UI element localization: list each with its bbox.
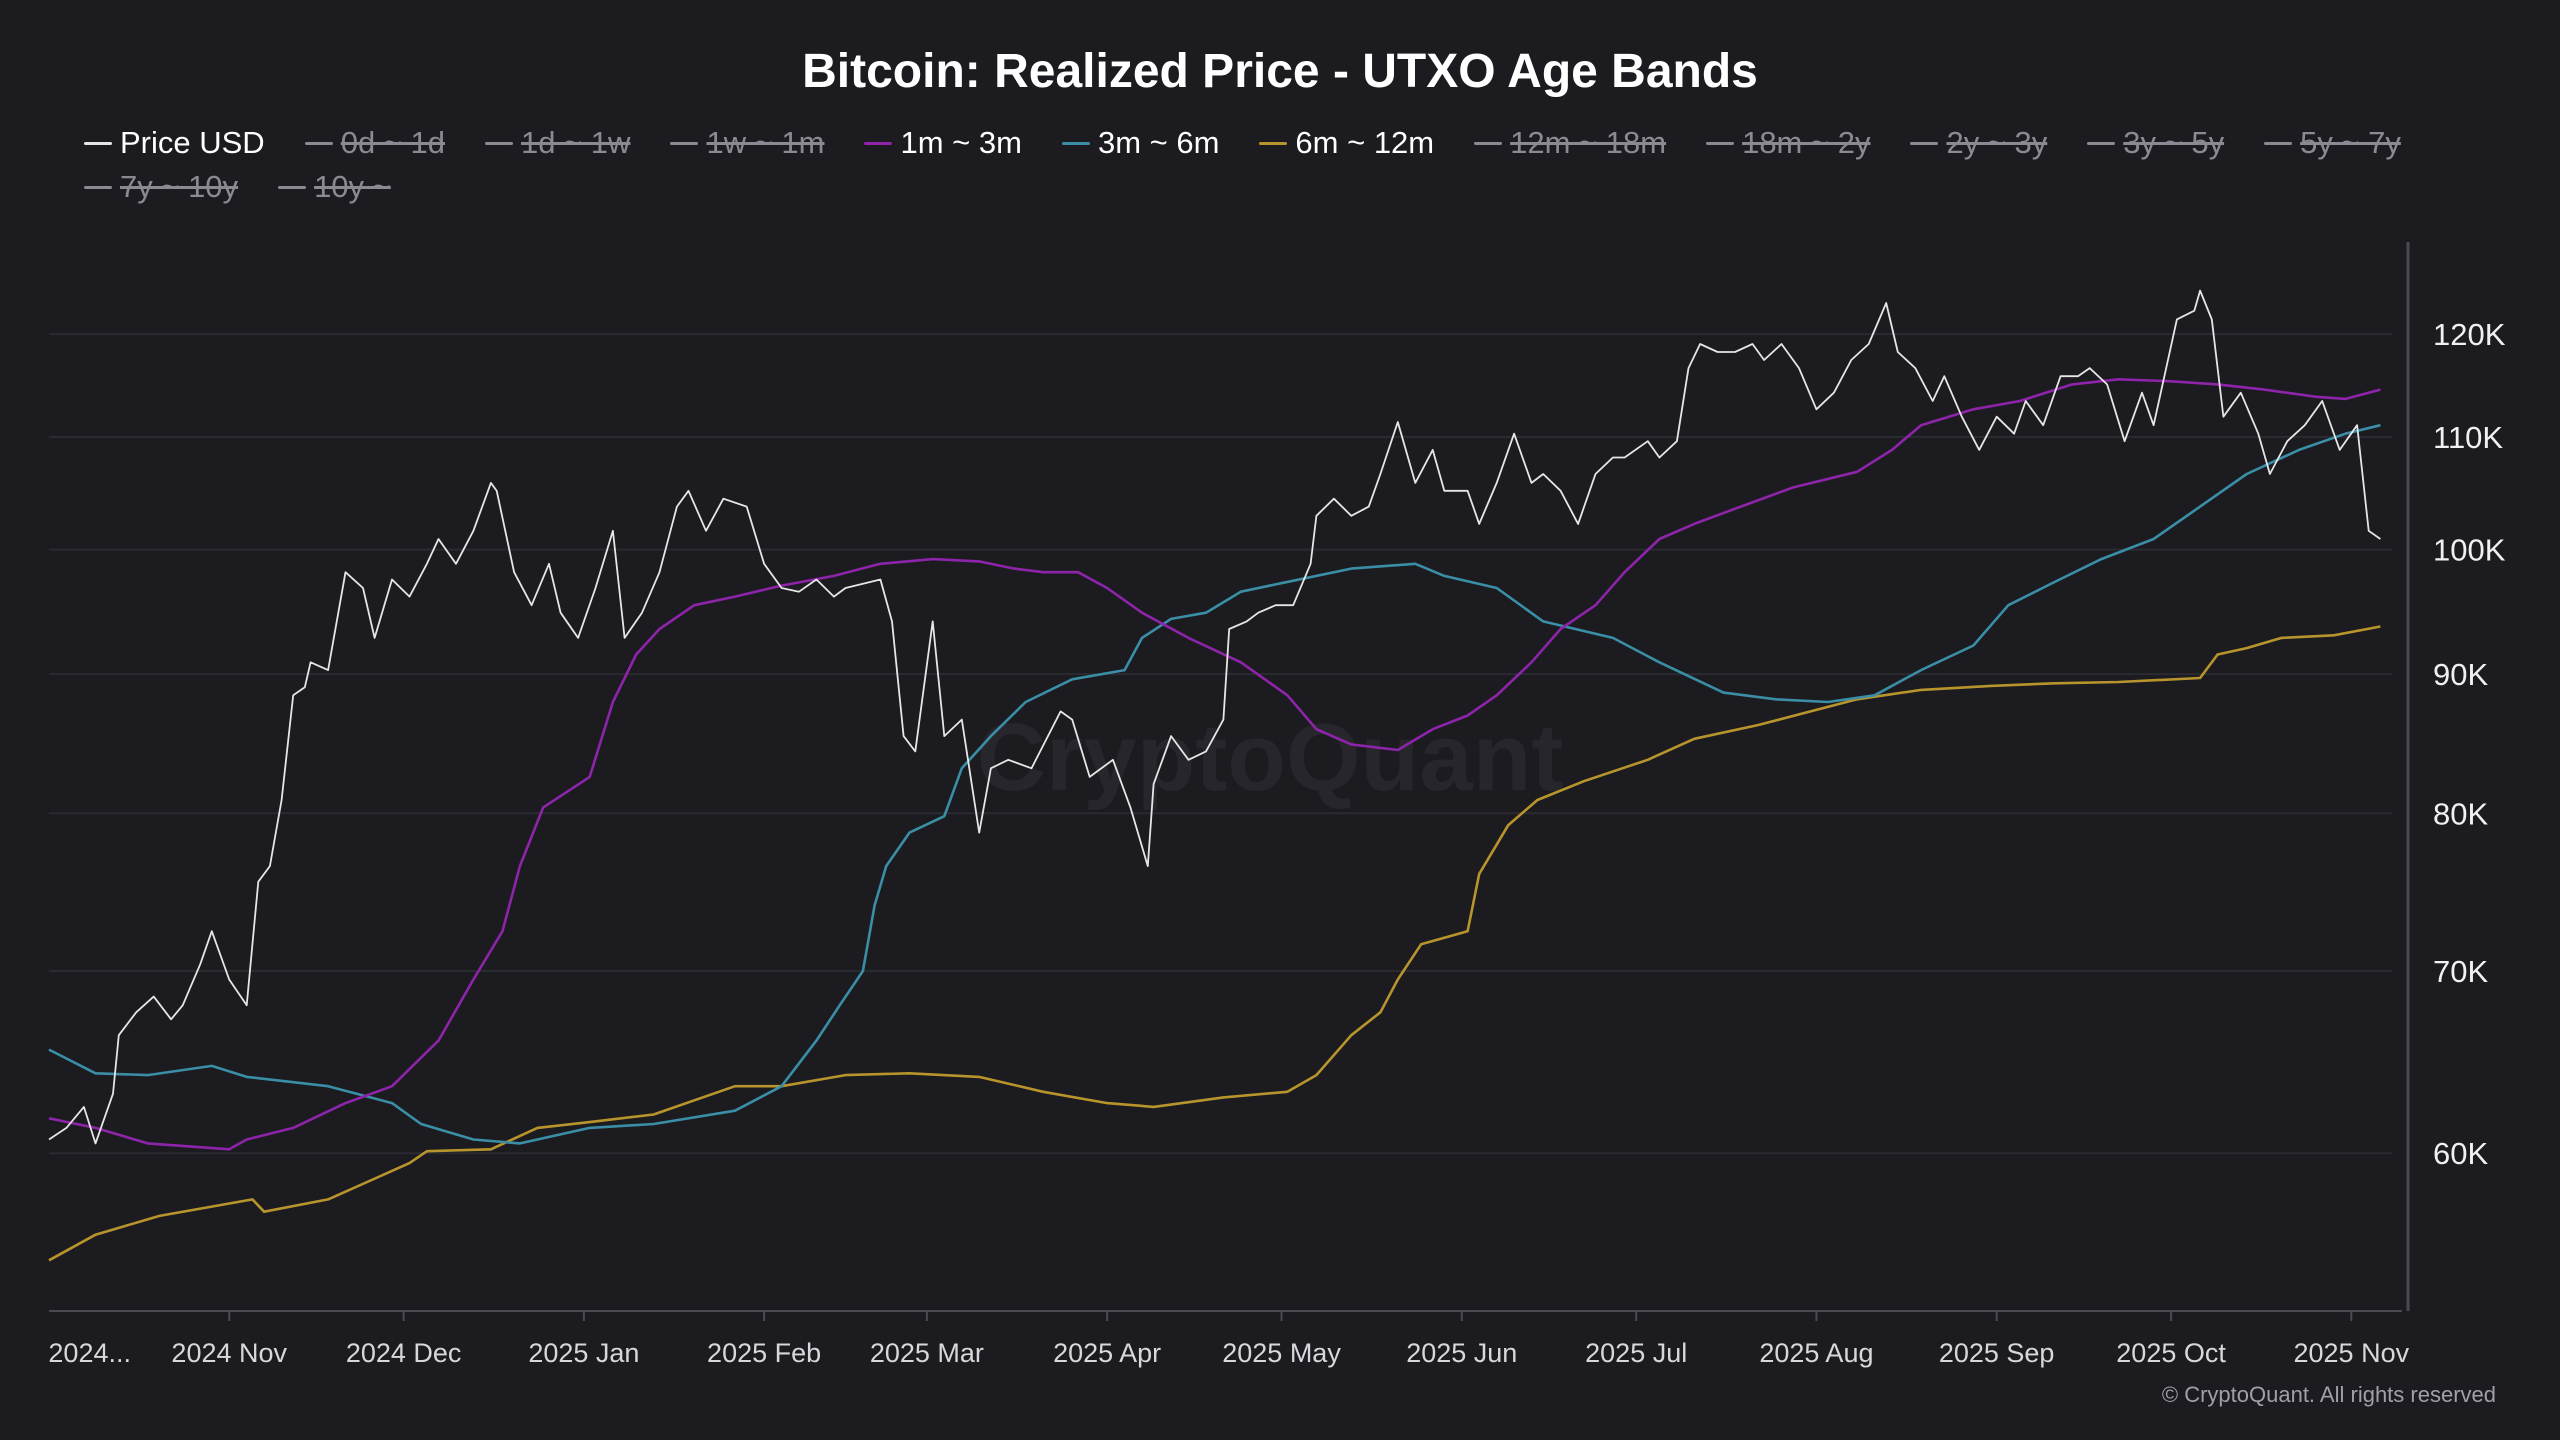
legend-label: 1m ~ 3m: [900, 125, 1022, 160]
legend-item[interactable]: 1w ~ 1m: [670, 124, 824, 162]
legend-swatch-icon: [278, 185, 307, 189]
legend-item[interactable]: 5y ~ 7y: [2264, 124, 2401, 162]
x-tick-label: 2024 Nov: [171, 1338, 287, 1368]
series-line-6m-12m: [48, 625, 2381, 1262]
legend-item[interactable]: 18m ~ 2y: [1706, 124, 1870, 162]
y-tick-label: 60K: [2433, 1136, 2488, 1171]
chart-title: Bitcoin: Realized Price - UTXO Age Bands: [802, 45, 1758, 98]
legend-label: 7y ~ 10y: [120, 169, 239, 204]
copyright: © CryptoQuant. All rights reserved: [2161, 1382, 2496, 1407]
legend-swatch-icon: [864, 141, 893, 145]
legend-swatch-icon: [1259, 141, 1288, 145]
legend-label: 2y ~ 3y: [1946, 125, 2048, 160]
legend-item[interactable]: 12m ~ 18m: [1474, 124, 1666, 162]
x-tick-label: 2024...: [48, 1338, 131, 1368]
legend-item[interactable]: 1m ~ 3m: [864, 124, 1022, 162]
legend-label: 1d ~ 1w: [521, 125, 631, 160]
legend-item[interactable]: 3y ~ 5y: [2087, 124, 2224, 162]
legend-label: 5y ~ 7y: [2300, 125, 2401, 160]
legend-swatch-icon: [1061, 141, 1090, 145]
legend-item[interactable]: 2y ~ 3y: [1910, 124, 2047, 162]
series-line-3m-6m: [48, 423, 2381, 1145]
legend-label: 3y ~ 5y: [2123, 125, 2225, 160]
legend: Price USD 0d ~ 1d 1d ~ 1w 1w ~ 1m 1m ~ 3m 3m …: [84, 124, 2504, 206]
y-tick-label: 80K: [2433, 796, 2488, 831]
legend-item[interactable]: 0d ~ 1d: [304, 124, 445, 162]
legend-item[interactable]: 7y ~ 10y: [84, 168, 238, 206]
legend-swatch-icon: [1706, 141, 1735, 145]
legend-item[interactable]: Price USD: [84, 124, 265, 162]
legend-label: 1w ~ 1m: [706, 125, 825, 160]
x-tick-label: 2025 Mar: [870, 1338, 984, 1368]
series-line-1m-3m: [48, 378, 2381, 1151]
x-tick-label: 2024 Dec: [346, 1338, 462, 1368]
y-tick-label: 100K: [2433, 533, 2506, 568]
legend-label: Price USD: [120, 125, 265, 160]
legend-item[interactable]: 6m ~ 12m: [1259, 124, 1434, 162]
y-tick-label: 70K: [2433, 954, 2488, 989]
legend-swatch-icon: [485, 141, 513, 145]
x-tick-label: 2025 Jan: [528, 1338, 639, 1368]
legend-label: 0d ~ 1d: [340, 125, 445, 160]
legend-label: 12m ~ 18m: [1510, 125, 1667, 160]
legend-swatch-icon: [84, 141, 112, 145]
legend-swatch-icon: [1474, 141, 1503, 145]
legend-item[interactable]: 10y ~: [278, 168, 391, 206]
legend-swatch-icon: [2264, 141, 2293, 145]
legend-swatch-icon: [1910, 141, 1939, 145]
legend-label: 18m ~ 2y: [1742, 125, 1871, 160]
legend-item[interactable]: 1d ~ 1w: [485, 124, 630, 162]
y-tick-label: 120K: [2433, 317, 2506, 352]
x-tick-label: 2025 Feb: [707, 1338, 821, 1368]
x-tick-label: 2025 Jun: [1406, 1338, 1517, 1368]
x-tick-label: 2025 Aug: [1759, 1338, 1873, 1368]
watermark: CryptoQuant: [977, 704, 1564, 811]
x-tick-label: 2025 May: [1222, 1338, 1341, 1368]
x-tick-label: 2025 Sep: [1939, 1338, 2055, 1368]
legend-label: 3m ~ 6m: [1097, 125, 1220, 160]
x-tick-label: 2025 Oct: [2116, 1338, 2226, 1368]
x-tick-label: 2025 Jul: [1585, 1338, 1687, 1368]
x-tick-label: 2025 Nov: [2294, 1338, 2410, 1368]
legend-swatch-icon: [2087, 141, 2116, 145]
y-tick-label: 90K: [2433, 657, 2488, 692]
legend-item[interactable]: 3m ~ 6m: [1061, 124, 1220, 162]
legend-swatch-icon: [84, 185, 112, 189]
series-line-price-usd: [48, 289, 2381, 1145]
legend-label: 10y ~: [314, 169, 391, 204]
x-tick-label: 2025 Apr: [1053, 1338, 1161, 1368]
legend-swatch-icon: [304, 141, 333, 145]
y-tick-label: 110K: [2433, 420, 2503, 455]
legend-swatch-icon: [670, 141, 699, 145]
legend-label: 6m ~ 12m: [1295, 125, 1435, 160]
